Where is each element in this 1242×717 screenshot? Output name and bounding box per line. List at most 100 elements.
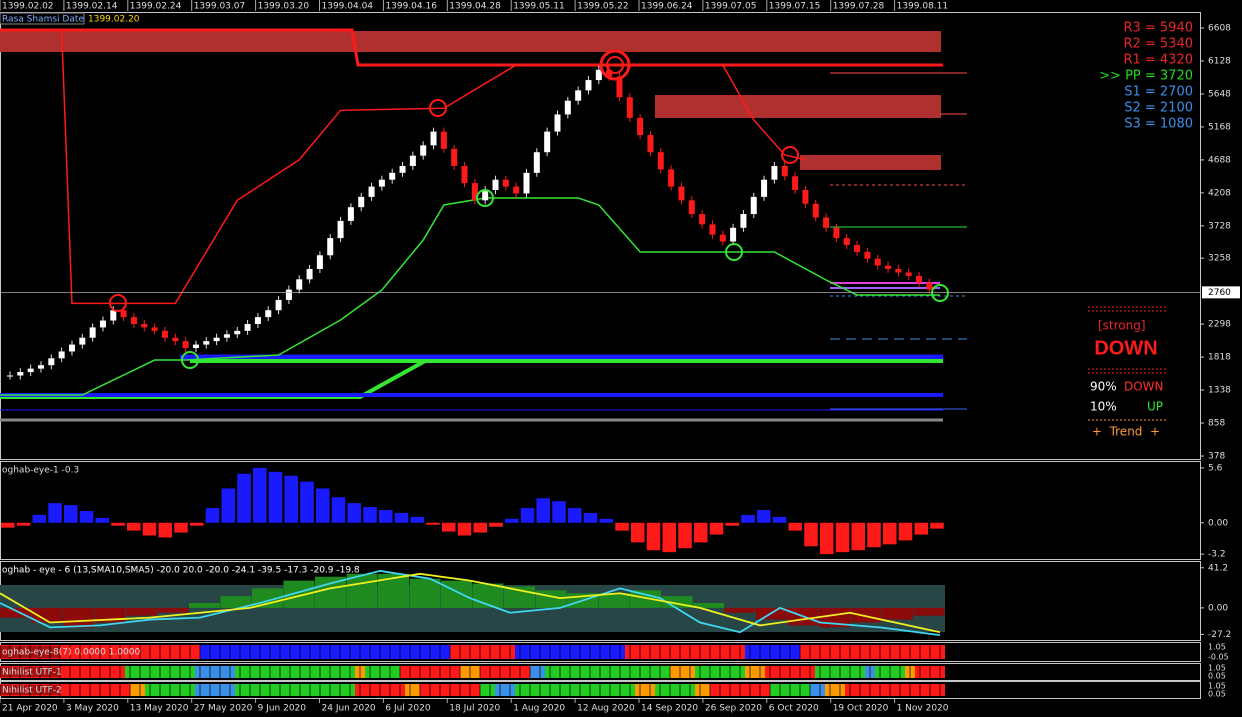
state-block	[800, 645, 945, 659]
indicator-line	[0, 29, 806, 305]
candle	[285, 289, 292, 300]
strip-tick: 0.05	[1208, 672, 1226, 681]
hist-bar	[930, 522, 944, 529]
candle	[182, 341, 189, 349]
candle	[192, 344, 199, 349]
hist-bar	[268, 471, 283, 523]
hist-bar	[346, 573, 378, 608]
state-block	[480, 666, 530, 678]
candle	[399, 165, 406, 173]
strip-label-bg	[0, 685, 60, 695]
candle	[275, 299, 282, 311]
top-date: 1399.08.11	[897, 2, 949, 12]
swing-circles	[109, 49, 949, 369]
state-block	[810, 684, 825, 696]
state-block	[405, 684, 420, 696]
candle	[595, 69, 602, 81]
top-date: 1399.07.05	[705, 2, 757, 12]
hist-bar	[111, 522, 125, 526]
hist-bar	[79, 511, 94, 523]
eye6-line	[0, 572, 941, 634]
strip-tick: -0.05	[1208, 653, 1229, 662]
candle	[678, 186, 685, 201]
circle	[606, 56, 624, 74]
candle	[688, 200, 695, 215]
top-date: 1399.04.28	[449, 2, 501, 12]
candle	[781, 165, 788, 177]
y-tick-label: 6128	[1208, 56, 1231, 66]
candle	[316, 255, 323, 270]
y-tick-label: 0.00	[1208, 603, 1228, 613]
candle	[151, 327, 158, 331]
hist-bar	[741, 514, 755, 523]
pivot: R2 = 5340	[1123, 37, 1193, 52]
hist-bar	[48, 503, 62, 523]
hist-bar	[205, 508, 220, 523]
y-tick-label: 4688	[1208, 155, 1231, 165]
bottom-date: 12 Aug 2020	[577, 704, 635, 714]
top-date: 1399.03.07	[194, 2, 246, 12]
candle	[461, 165, 468, 184]
hist-bar	[615, 522, 629, 531]
candle	[709, 224, 716, 235]
y-tick-label: 6608	[1208, 24, 1231, 34]
bottom-date: 18 Jul 2020	[449, 704, 500, 714]
candle	[244, 323, 251, 331]
hist-bar	[158, 522, 172, 538]
y-tick-label: 2298	[1208, 320, 1231, 330]
down-label: DOWN	[1124, 380, 1164, 394]
strip-label: Nihilist UTF-2	[2, 686, 62, 696]
hist-bar	[772, 516, 787, 523]
hist-bar	[16, 522, 31, 526]
hist-bar	[552, 501, 566, 523]
state-block	[130, 684, 145, 696]
y-tick-label: 858	[1208, 419, 1225, 429]
current-price-box	[1202, 286, 1240, 299]
state-block	[480, 684, 495, 696]
candle	[337, 220, 344, 239]
zones	[0, 28, 967, 422]
strip-label: Nihilist UTF-1	[2, 668, 62, 678]
candle	[719, 234, 726, 242]
hist-bar	[583, 512, 598, 523]
hist-bar	[913, 607, 945, 616]
pivot: >> PP = 3720	[1099, 69, 1193, 84]
top-date: 1399.04.16	[385, 2, 437, 12]
candle	[761, 179, 768, 197]
state-block	[495, 684, 515, 696]
candle	[585, 80, 592, 91]
candle	[110, 310, 117, 321]
candle	[347, 207, 354, 221]
candle	[668, 169, 675, 187]
price-frame	[0, 12, 1201, 460]
hist-bar	[142, 522, 157, 536]
bottom-date: 6 Jul 2020	[385, 704, 430, 714]
circle	[181, 351, 199, 369]
indicator-line	[0, 197, 940, 396]
state-block	[235, 666, 355, 678]
candle	[223, 334, 230, 338]
candle	[358, 196, 365, 208]
bottom-date: 26 Sep 2020	[705, 704, 762, 714]
hist-bar	[441, 580, 472, 608]
y-tick-label: 41.2	[1208, 563, 1228, 573]
candle	[606, 69, 613, 77]
pivot: R3 = 5940	[1123, 21, 1193, 36]
candle	[823, 217, 830, 228]
hist-bar	[315, 576, 346, 608]
hist-bar	[426, 522, 440, 525]
candle	[296, 279, 303, 290]
candle	[141, 323, 148, 328]
top-date: 1399.04.04	[322, 2, 374, 12]
candle	[389, 172, 396, 180]
state-block	[515, 684, 635, 696]
candle	[213, 337, 220, 342]
hist-bar	[31, 607, 63, 623]
hist-bar	[63, 607, 94, 628]
candle	[327, 238, 334, 256]
trend-direction: DOWN	[1094, 337, 1157, 359]
candle	[750, 196, 757, 215]
y-tick-label: 5.6	[1208, 463, 1223, 473]
trend-strength: [strong]	[1098, 319, 1146, 333]
